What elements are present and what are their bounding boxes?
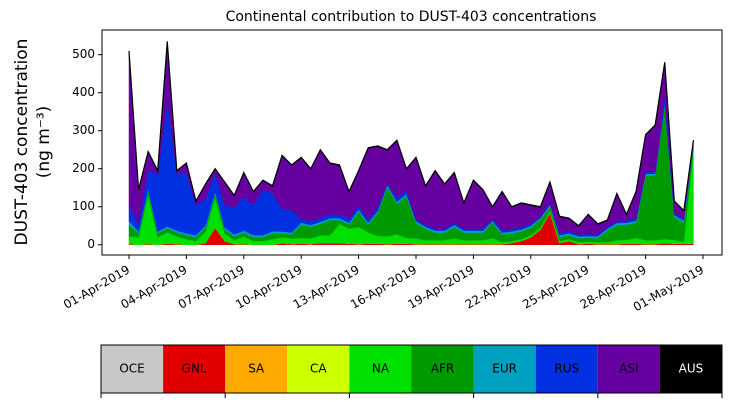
legend-entry: OCE [101,345,164,393]
legend-swatch [535,345,598,393]
y-tick-label: 100 [72,199,95,213]
legend-swatch [659,345,722,393]
legend-label: CA [310,362,327,376]
total-outline [128,41,695,227]
legend-frame [100,344,723,394]
y-tick-label: 400 [72,85,95,99]
legend-entry: GNL [163,345,226,393]
legend-label: SA [248,362,265,376]
legend-entry: SA [225,345,288,393]
y-label-line: DUST-403 concentration [12,39,32,246]
chart-title: Continental contribution to DUST-403 con… [226,9,597,25]
legend-entry: ASI [597,345,660,393]
legend-entry: EUR [473,345,536,393]
legend-label: RUS [554,362,579,376]
y-axis-label: DUST-403 concentration (ng m⁻³) [12,39,54,246]
y-tick-label: 500 [72,47,95,61]
legend-swatch [225,345,288,393]
legend-swatch [597,345,660,393]
y-tick-label: 0 [87,237,95,251]
legend-entry: AUS [659,345,722,393]
legend-label: EUR [492,362,517,376]
legend-swatch [287,345,350,393]
legend-swatch [473,345,536,393]
legend-label: GNL [182,362,207,376]
legend-label: AUS [679,362,704,376]
legend-swatch [101,345,164,393]
legend-entry: CA [287,345,350,393]
legend-label: NA [372,362,390,376]
legend-label: AFR [431,362,454,376]
legend-label: OCE [119,362,144,376]
legend-entry: RUS [535,345,598,393]
plot-frame [101,29,723,256]
legend-swatch [411,345,474,393]
legend-entry: NA [349,345,412,393]
legend-swatch [349,345,412,393]
y-tick-label: 300 [72,123,95,137]
legend-label: ASI [619,362,638,376]
legend-swatch [163,345,226,393]
y-label-line: (ng m⁻³) [34,106,54,179]
legend-entry: AFR [411,345,474,393]
y-tick-label: 200 [72,161,95,175]
